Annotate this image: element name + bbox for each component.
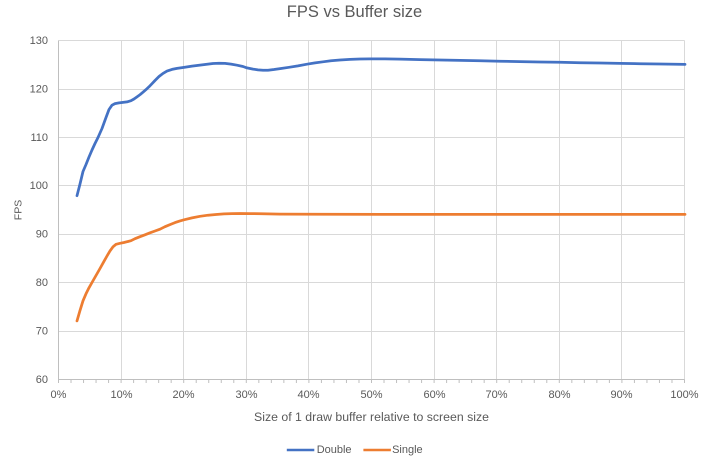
svg-text:70%: 70%	[485, 389, 507, 401]
svg-text:30%: 30%	[235, 389, 257, 401]
svg-text:40%: 40%	[297, 389, 319, 401]
svg-text:110: 110	[30, 132, 48, 144]
svg-text:80: 80	[36, 277, 48, 289]
svg-text:Size of 1 draw buffer relative: Size of 1 draw buffer relative to screen…	[254, 410, 489, 424]
svg-text:100: 100	[30, 180, 48, 192]
svg-text:80%: 80%	[548, 389, 570, 401]
svg-text:60: 60	[36, 374, 48, 386]
svg-text:0%: 0%	[51, 389, 67, 401]
svg-text:Double: Double	[317, 444, 352, 456]
svg-text:90%: 90%	[610, 389, 632, 401]
svg-text:100%: 100%	[670, 389, 698, 401]
svg-text:Single: Single	[392, 444, 423, 456]
svg-text:90: 90	[36, 229, 48, 241]
svg-text:20%: 20%	[172, 389, 194, 401]
svg-text:10%: 10%	[110, 389, 132, 401]
svg-text:50%: 50%	[360, 389, 382, 401]
svg-text:120: 120	[30, 83, 48, 95]
svg-text:130: 130	[30, 35, 48, 47]
svg-text:FPS vs Buffer size: FPS vs Buffer size	[287, 3, 422, 21]
svg-text:70: 70	[36, 325, 48, 337]
svg-text:FPS: FPS	[12, 200, 24, 220]
svg-text:60%: 60%	[423, 389, 445, 401]
